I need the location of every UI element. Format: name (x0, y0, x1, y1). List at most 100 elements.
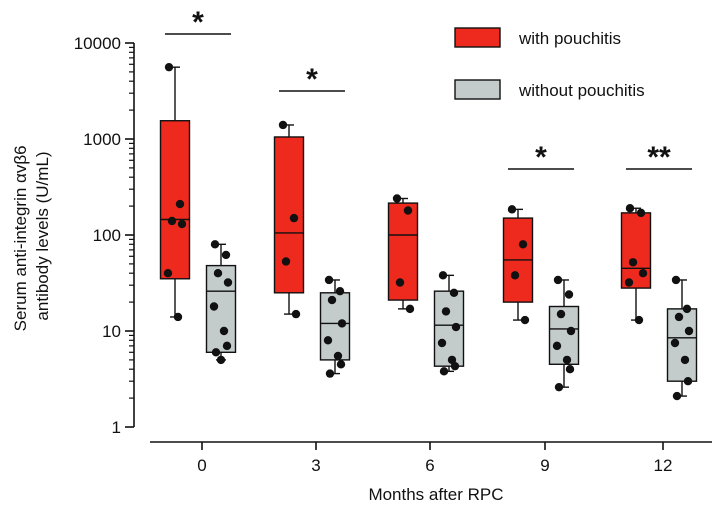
data-point (450, 361, 460, 371)
data-point (556, 309, 566, 319)
data-point (281, 257, 291, 266)
data-point (510, 271, 520, 280)
x-tick-label: 12 (654, 456, 673, 475)
x-tick-label: 6 (425, 456, 434, 475)
data-point (518, 240, 528, 249)
box-group (433, 271, 465, 376)
data-point (337, 319, 347, 328)
data-point (289, 213, 299, 223)
data-point (562, 355, 572, 365)
data-point (636, 208, 646, 218)
legend-swatch (454, 79, 501, 100)
y-axis-label-line1: Serum anti-integrin αvβ6 (11, 145, 30, 331)
legend-swatch (454, 27, 501, 48)
y-axis-label-line2: antibody levels (U/mL) (33, 151, 52, 320)
data-point (625, 204, 635, 213)
data-point (325, 369, 335, 378)
data-point (451, 322, 461, 332)
data-point (333, 351, 343, 361)
box-group (273, 120, 305, 319)
data-point (175, 199, 185, 209)
box-iqr (159, 120, 191, 280)
x-tick-label: 0 (197, 456, 206, 475)
box-group (620, 204, 652, 325)
box-group (159, 62, 191, 322)
data-point (438, 271, 448, 280)
data-point (674, 312, 684, 322)
data-point (278, 120, 288, 130)
data-point (437, 338, 447, 348)
significance-label: * (192, 6, 204, 39)
data-point (210, 240, 220, 249)
data-point (564, 290, 574, 299)
data-point (336, 360, 346, 369)
data-point (507, 205, 517, 214)
data-point (554, 382, 564, 392)
box-group (205, 240, 237, 365)
data-point (223, 278, 233, 287)
data-point (439, 367, 449, 376)
data-point (164, 62, 174, 72)
data-point (447, 355, 457, 365)
data-point (552, 341, 562, 351)
significance-label: * (306, 63, 318, 96)
y-axis-label: Serum anti-integrin αvβ6 antibody levels… (11, 141, 52, 332)
data-point (216, 355, 226, 365)
data-point (670, 338, 680, 348)
data-point (219, 326, 229, 336)
data-point (638, 269, 648, 278)
data-point (449, 288, 459, 297)
data-point (291, 309, 301, 319)
box-group (666, 275, 698, 401)
data-point (680, 355, 690, 365)
x-tick-label: 9 (540, 456, 549, 475)
data-point (628, 258, 638, 267)
y-tick-label: 10 (102, 322, 121, 341)
data-point (395, 278, 405, 287)
x-axis-label: Months after RPC (368, 485, 503, 504)
box-series (159, 62, 698, 401)
box-group (548, 275, 580, 392)
y-tick-label: 1 (112, 418, 121, 437)
data-point (441, 307, 451, 316)
box-iqr (620, 212, 652, 289)
significance-label: ** (647, 141, 671, 174)
data-point (177, 219, 187, 229)
data-point (324, 275, 334, 285)
data-point (392, 194, 402, 203)
data-point (335, 286, 345, 296)
data-point (213, 269, 223, 278)
box-group (502, 205, 534, 325)
y-tick-label: 1000 (83, 130, 121, 149)
data-point (671, 275, 681, 285)
data-point (520, 315, 530, 325)
data-point (672, 391, 682, 401)
data-point (167, 216, 177, 226)
y-tick-label: 100 (93, 226, 121, 245)
data-point (682, 304, 692, 314)
y-tick-label: 10000 (74, 34, 121, 53)
data-point (683, 376, 693, 386)
box-group (319, 275, 351, 378)
data-point (405, 304, 415, 314)
data-point (209, 302, 219, 311)
box-iqr (273, 136, 305, 294)
data-point (163, 269, 173, 278)
data-point (684, 326, 694, 336)
data-point (566, 326, 576, 336)
legend-entry: without pouchitis (518, 81, 645, 100)
legend-entry: with pouchitis (518, 29, 621, 48)
data-point (403, 206, 413, 215)
box-iqr (387, 202, 419, 301)
data-point (221, 250, 231, 260)
data-point (323, 336, 333, 345)
data-point (173, 312, 183, 322)
data-point (565, 365, 575, 374)
data-point (553, 275, 563, 285)
data-point (211, 348, 221, 357)
significance-markers: *** ** (165, 6, 692, 174)
legend: with pouchitis without pouchitis (454, 27, 645, 100)
significance-label: * (535, 141, 547, 174)
axes: 1 10 100 1000 10000 0 3 6 9 12 (74, 34, 712, 475)
